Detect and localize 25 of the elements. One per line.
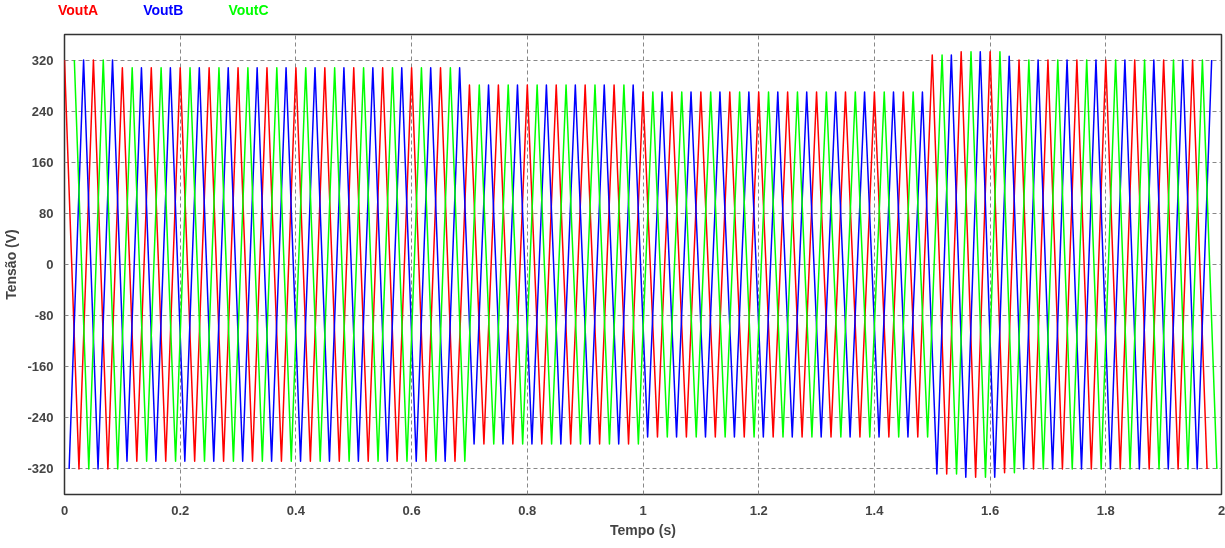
y-axis-title: Tensão (V) bbox=[3, 229, 20, 300]
x-tick-label: 0.6 bbox=[402, 502, 421, 518]
y-tick-label: 240 bbox=[31, 103, 54, 119]
y-tick-label: 80 bbox=[39, 205, 54, 221]
text: VoutB bbox=[143, 2, 184, 18]
y-tick-label: -320 bbox=[27, 461, 54, 477]
text: VoutA bbox=[58, 2, 99, 18]
y-tick-label: -240 bbox=[27, 410, 54, 426]
x-tick-label: 1.4 bbox=[865, 502, 885, 518]
x-tick-label: 1.6 bbox=[981, 502, 1000, 518]
y-tick-label: 160 bbox=[31, 154, 54, 170]
x-tick-label: 0 bbox=[60, 502, 69, 518]
x-tick-label: 1 bbox=[639, 502, 647, 518]
x-tick-label: 1.8 bbox=[1096, 502, 1115, 518]
x-tick-label: 0.4 bbox=[286, 502, 306, 518]
y-tick-label: -80 bbox=[34, 308, 54, 324]
x-axis-title: Tempo (s) bbox=[610, 521, 676, 538]
x-tick-label: 1.2 bbox=[749, 502, 768, 518]
x-tick-label: 0.2 bbox=[171, 502, 190, 518]
text: VoutC bbox=[228, 2, 269, 18]
x-tick-label: 0.8 bbox=[518, 502, 537, 518]
x-tick-label: 2 bbox=[1217, 502, 1225, 518]
y-tick-label: 0 bbox=[46, 257, 54, 272]
y-tick-label: 320 bbox=[31, 52, 54, 68]
y-tick-label: -160 bbox=[27, 359, 54, 375]
